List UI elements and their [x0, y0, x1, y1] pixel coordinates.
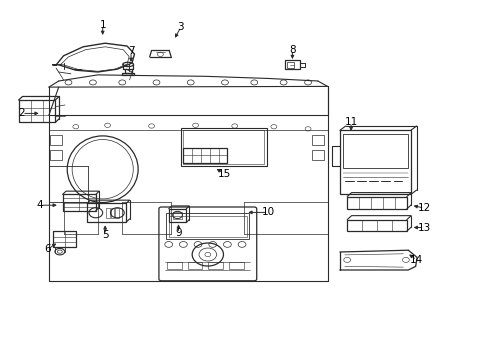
Bar	[50, 135, 62, 145]
Bar	[19, 100, 55, 122]
Bar	[110, 208, 114, 218]
Text: 10: 10	[261, 207, 274, 217]
Text: 15: 15	[217, 168, 230, 179]
Bar	[50, 150, 62, 160]
Bar	[115, 208, 119, 218]
Bar	[208, 262, 223, 269]
Bar	[105, 208, 109, 218]
Text: 4: 4	[37, 200, 43, 210]
Bar	[346, 220, 406, 231]
Bar	[228, 262, 243, 269]
Bar	[183, 148, 227, 163]
Text: 2: 2	[19, 108, 25, 118]
Bar	[342, 134, 407, 168]
Bar	[311, 150, 323, 160]
Text: 9: 9	[175, 228, 182, 238]
Bar	[346, 197, 406, 209]
Bar	[53, 231, 76, 247]
Bar	[339, 130, 410, 194]
Text: 11: 11	[344, 117, 357, 127]
Text: 8: 8	[288, 45, 295, 55]
Text: 13: 13	[417, 222, 430, 233]
Text: 1: 1	[99, 20, 106, 30]
Bar	[168, 216, 246, 237]
Bar	[183, 130, 264, 164]
Bar	[167, 262, 182, 269]
Bar	[286, 62, 294, 68]
Text: 5: 5	[102, 230, 108, 240]
Text: 3: 3	[177, 22, 184, 32]
Text: 12: 12	[417, 203, 430, 213]
Text: 14: 14	[409, 255, 423, 265]
Bar	[168, 209, 186, 222]
Bar	[311, 135, 323, 145]
Bar	[166, 213, 249, 239]
Text: 7: 7	[127, 46, 134, 56]
Bar	[284, 60, 300, 69]
Bar	[172, 212, 182, 219]
Bar	[87, 203, 126, 222]
Bar	[187, 262, 202, 269]
Text: 6: 6	[44, 244, 51, 254]
Bar	[181, 128, 266, 166]
Bar	[62, 194, 96, 211]
